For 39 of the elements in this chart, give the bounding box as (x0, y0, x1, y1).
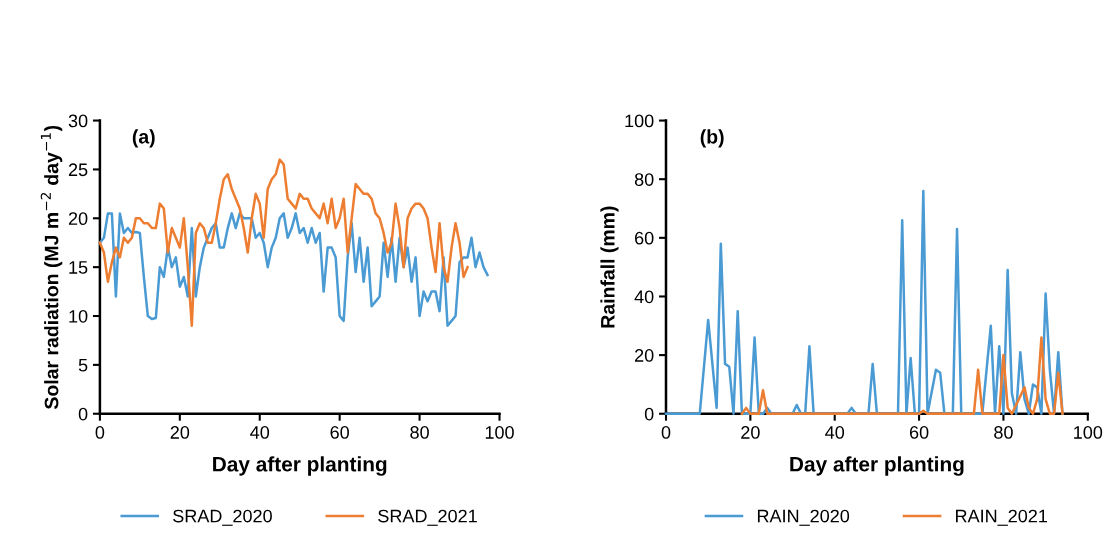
annotation: (b) (700, 129, 724, 148)
x-tick-label: 60 (909, 426, 929, 439)
y-tick-label: 15 (69, 261, 88, 274)
y-tick-label: 5 (78, 359, 88, 372)
y-tick-label: 0 (78, 407, 88, 421)
legend-label: RAIN_2020 (757, 509, 850, 526)
x-tick-label: 20 (170, 426, 190, 439)
x-tick-label: 40 (825, 426, 845, 439)
x-tick-label: 80 (994, 426, 1013, 439)
y-tick-label: 25 (68, 163, 88, 177)
x-tick-label: 100 (1074, 426, 1103, 439)
legend-label: SRAD_2020 (173, 509, 272, 526)
x-tick-label: 20 (741, 426, 760, 439)
x-tick-label: 0 (661, 426, 671, 439)
x-tick-label: 60 (330, 426, 349, 439)
y-tick-label: 80 (634, 173, 654, 186)
y-axis-title: Rainfall (mm) (600, 206, 619, 328)
annotation: (a) (132, 129, 155, 148)
x-tick-label: 40 (250, 426, 270, 439)
legend-label: SRAD_2021 (378, 509, 477, 526)
x-axis-title: Day after planting (213, 456, 387, 476)
y-tick-label: 60 (635, 231, 654, 245)
y-tick-label: 0 (644, 407, 654, 421)
y-axis-title: Solar radiation (MJ m$^{−2}$ day$^{−1}$) (40, 125, 63, 410)
y-tick-label: 10 (69, 309, 88, 323)
line-series (98, 212, 489, 328)
legend-label: RAIN_2021 (956, 509, 1047, 526)
x-tick-label: 0 (95, 426, 105, 439)
x-tick-label: 80 (410, 426, 429, 439)
y-tick-label: 100 (625, 114, 654, 128)
y-tick-label: 40 (634, 290, 654, 304)
line-series (98, 158, 469, 328)
line-series (664, 189, 1064, 415)
y-tick-label: 20 (68, 212, 88, 226)
x-axis-title: Day after planting (790, 456, 964, 476)
y-tick-label: 20 (635, 349, 654, 362)
x-tick-label: 100 (485, 426, 514, 439)
y-tick-label: 30 (68, 114, 88, 128)
line-series (740, 336, 1064, 415)
